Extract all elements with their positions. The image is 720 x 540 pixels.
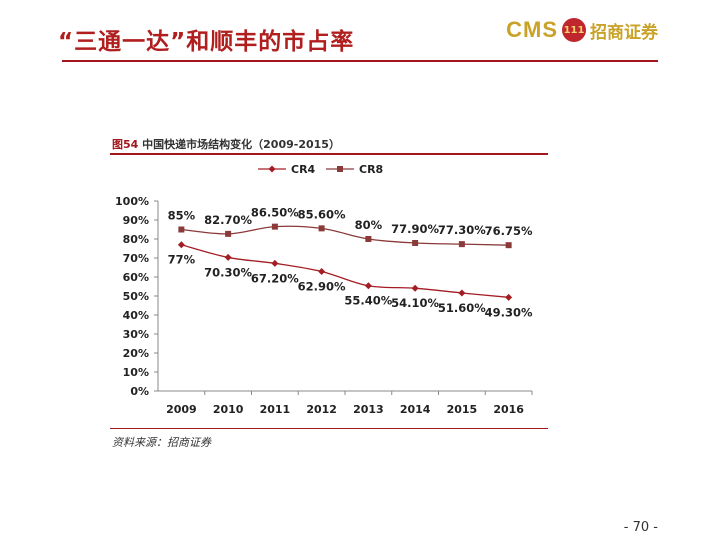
x-tick-label: 2014	[400, 403, 431, 416]
data-point-cr8	[318, 225, 325, 232]
page-number: - 70 -	[623, 520, 658, 535]
y-tick-label: 80%	[123, 233, 149, 246]
data-label-cr4: 62.90%	[298, 279, 346, 293]
y-tick-label: 10%	[123, 366, 149, 379]
data-label-cr8: 82.70%	[204, 213, 252, 227]
x-tick-label: 2010	[213, 403, 244, 416]
data-point-cr4	[224, 253, 232, 261]
data-point-cr8	[458, 241, 465, 248]
y-tick-label: 70%	[123, 252, 149, 265]
data-point-cr8	[178, 226, 185, 233]
x-tick-label: 2012	[306, 403, 337, 416]
data-point-cr8	[505, 242, 512, 249]
figure-title: 中国快递市场结构变化（2009-2015）	[142, 138, 340, 151]
series-line-cr8	[181, 225, 509, 246]
data-point-cr4	[364, 282, 372, 290]
data-point-cr4	[318, 267, 326, 275]
y-tick-label: 40%	[123, 309, 149, 322]
logo-emblem-icon: 111	[562, 18, 586, 42]
data-label-cr4: 49.30%	[485, 305, 533, 319]
slide-title: “三通一达”和顺丰的市占率	[58, 29, 355, 55]
data-point-cr4	[271, 259, 279, 267]
x-tick-label: 2013	[353, 403, 384, 416]
source-note: 资料来源：招商证券	[112, 436, 211, 449]
x-tick-label: 2016	[493, 403, 524, 416]
data-point-cr8	[412, 239, 419, 246]
data-label-cr8: 85%	[168, 209, 196, 223]
data-label-cr8: 77.90%	[391, 222, 439, 236]
data-point-cr4	[177, 241, 185, 249]
caption-divider	[110, 153, 548, 155]
data-label-cr8: 85.60%	[298, 207, 346, 221]
legend-marker-cr4	[268, 165, 276, 173]
x-tick-label: 2009	[166, 403, 197, 416]
data-point-cr8	[365, 236, 372, 242]
data-point-cr4	[458, 289, 466, 297]
source-divider	[110, 428, 548, 429]
legend-label-cr8: CR8	[359, 163, 383, 176]
legend-marker-cr8	[337, 166, 343, 172]
data-point-cr8	[271, 223, 278, 230]
figure-number: 图54	[112, 138, 139, 151]
y-tick-label: 0%	[130, 385, 149, 398]
cms-logo: CMS 111 招商证券	[506, 17, 658, 43]
data-label-cr8: 86.50%	[251, 206, 299, 220]
y-tick-label: 60%	[123, 271, 149, 284]
data-point-cr8	[225, 230, 232, 237]
logo-company-name: 招商证券	[590, 22, 658, 43]
data-label-cr4: 67.20%	[251, 271, 299, 285]
data-label-cr4: 55.40%	[344, 294, 392, 308]
data-label-cr8: 76.75%	[485, 224, 533, 238]
y-tick-label: 90%	[123, 214, 149, 227]
x-tick-label: 2011	[260, 403, 291, 416]
figure-caption: 图54 中国快递市场结构变化（2009-2015）	[112, 136, 340, 152]
logo-text: CMS	[506, 17, 558, 42]
legend-label-cr4: CR4	[291, 163, 316, 176]
y-tick-label: 100%	[115, 195, 149, 208]
data-label-cr4: 70.30%	[204, 265, 252, 279]
data-label-cr8: 80%	[355, 218, 383, 232]
y-tick-label: 30%	[123, 328, 149, 341]
data-point-cr4	[411, 284, 419, 292]
y-tick-label: 50%	[123, 290, 149, 303]
x-tick-label: 2015	[447, 403, 478, 416]
series-line-cr4	[181, 244, 509, 298]
y-tick-label: 20%	[123, 347, 149, 360]
title-divider	[62, 60, 658, 62]
data-label-cr4: 51.60%	[438, 301, 486, 315]
data-label-cr8: 77.30%	[438, 223, 486, 237]
data-label-cr4: 77%	[168, 253, 196, 267]
data-point-cr4	[505, 293, 513, 301]
data-label-cr4: 54.10%	[391, 296, 439, 310]
